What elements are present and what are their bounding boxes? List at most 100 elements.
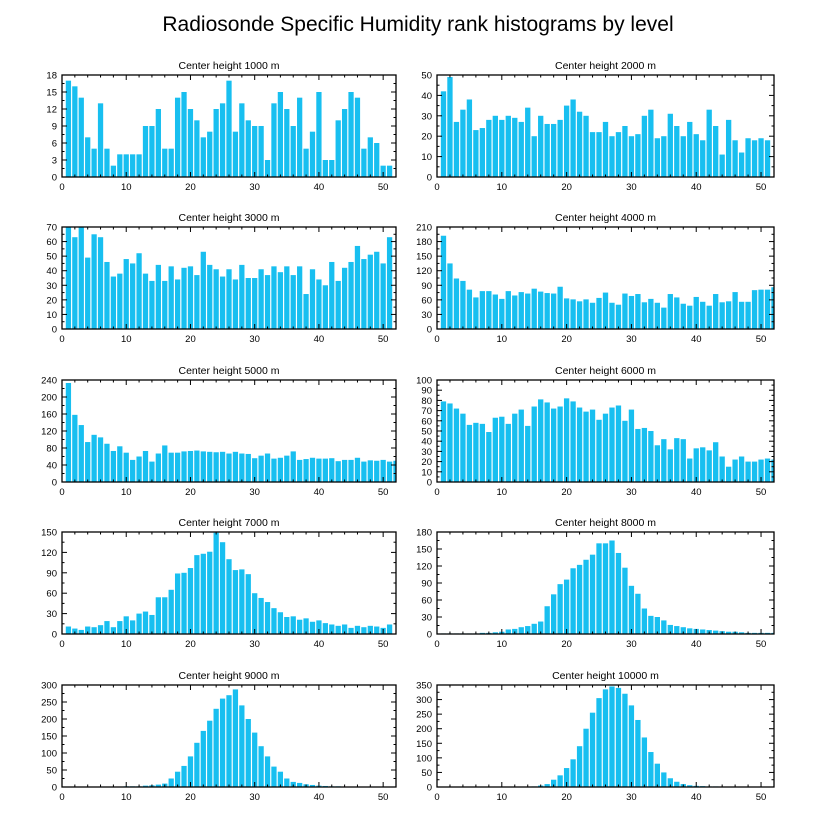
histogram-bar bbox=[78, 227, 84, 329]
histogram-bar bbox=[687, 458, 693, 482]
x-tick-label: 30 bbox=[249, 334, 260, 345]
x-tick-label: 50 bbox=[756, 639, 767, 650]
histogram-bar bbox=[713, 442, 719, 482]
histogram-bar bbox=[226, 453, 232, 482]
histogram-bar bbox=[264, 453, 271, 482]
histogram-bar bbox=[615, 132, 622, 177]
histogram-bar bbox=[181, 451, 187, 482]
histogram-bar bbox=[538, 115, 544, 177]
histogram-bar bbox=[348, 627, 354, 634]
x-tick-label: 30 bbox=[626, 182, 637, 193]
histogram-bar bbox=[316, 458, 322, 482]
histogram-bar bbox=[674, 781, 680, 787]
histogram-bar bbox=[174, 279, 181, 329]
histogram-bar bbox=[329, 458, 335, 482]
histogram-bar bbox=[168, 452, 174, 482]
histogram-bar bbox=[693, 296, 699, 329]
histogram-bar bbox=[284, 455, 290, 482]
histogram-bar bbox=[550, 408, 557, 482]
x-tick-label: 50 bbox=[756, 792, 767, 803]
histogram-bar bbox=[738, 301, 745, 329]
y-tick-label: 6 bbox=[52, 139, 57, 150]
histogram-bar bbox=[239, 103, 245, 177]
histogram-bar bbox=[271, 266, 277, 329]
histogram-bar bbox=[97, 237, 104, 329]
histogram-bar bbox=[667, 778, 673, 787]
histogram-bar bbox=[149, 461, 155, 482]
histogram-bar bbox=[380, 165, 386, 177]
histogram-bar bbox=[706, 305, 712, 329]
histogram-bar bbox=[277, 272, 284, 329]
histogram-panel: Center height 3000 m 0 10 20 30 40 50 0 10 20 30 40… bbox=[46, 212, 397, 345]
histogram-bar bbox=[207, 720, 213, 787]
x-tick-label: 20 bbox=[561, 334, 572, 345]
histogram-bar bbox=[667, 624, 673, 634]
histogram-bar bbox=[654, 138, 661, 177]
histogram-bar bbox=[596, 132, 602, 177]
x-tick-label: 20 bbox=[561, 639, 572, 650]
histogram-bar bbox=[322, 458, 328, 482]
panel-title: Center height 6000 m bbox=[555, 365, 656, 377]
histogram-bar bbox=[538, 621, 544, 634]
histogram-bar bbox=[525, 293, 531, 329]
histogram-bar bbox=[187, 450, 194, 482]
histogram-panel: Center height 8000 m 0 10 20 30 40 50 0 30 60 90 12… bbox=[416, 517, 775, 650]
histogram-bar bbox=[142, 126, 149, 177]
histogram-bar bbox=[219, 276, 226, 329]
histogram-bar bbox=[200, 137, 206, 177]
histogram-bar bbox=[258, 126, 264, 177]
histogram-bar bbox=[589, 132, 596, 177]
histogram-bar bbox=[130, 620, 136, 634]
histogram-bar bbox=[91, 627, 97, 634]
histogram-bar bbox=[596, 543, 602, 634]
histogram-bar bbox=[654, 302, 661, 329]
histogram-bar bbox=[589, 712, 596, 787]
histogram-bar bbox=[596, 297, 602, 329]
histogram-bar bbox=[72, 237, 78, 329]
histogram-bar bbox=[136, 253, 142, 329]
histogram-bar bbox=[732, 140, 738, 177]
panel-title: Center height 9000 m bbox=[179, 670, 280, 682]
histogram-bar bbox=[576, 564, 583, 634]
histogram-bar bbox=[277, 612, 284, 634]
histogram-bar bbox=[85, 626, 91, 634]
histogram-bar bbox=[303, 459, 309, 482]
histogram-bar bbox=[654, 763, 661, 787]
histogram-bar bbox=[635, 134, 641, 177]
histogram-panel: Center height 9000 m 0 10 20 30 40 50 0 50 100 150… bbox=[41, 670, 397, 803]
histogram-bar bbox=[751, 290, 758, 329]
histogram-bar bbox=[674, 626, 680, 634]
histogram-bar bbox=[563, 579, 570, 634]
histogram-bar bbox=[700, 447, 706, 482]
histogram-bar bbox=[654, 445, 661, 482]
histogram-bar bbox=[303, 148, 309, 177]
histogram-bar bbox=[622, 420, 628, 482]
histogram-bar bbox=[162, 148, 168, 177]
histogram-bar bbox=[361, 259, 367, 329]
histogram-bar bbox=[316, 620, 322, 634]
x-tick-label: 50 bbox=[378, 792, 389, 803]
histogram-bar bbox=[232, 451, 239, 482]
histogram-bar bbox=[466, 424, 473, 482]
histogram-bar bbox=[309, 621, 316, 634]
histogram-bar bbox=[104, 443, 110, 482]
histogram-bar bbox=[570, 759, 576, 787]
histogram-bar bbox=[674, 126, 680, 177]
histogram-bar bbox=[544, 606, 550, 634]
histogram-panel: Center height 5000 m 0 10 20 30 40 50 0 40 80 120 1… bbox=[41, 365, 397, 498]
histogram-bar bbox=[615, 405, 622, 482]
y-tick-label: 50 bbox=[46, 766, 57, 777]
y-tick-label: 0 bbox=[427, 173, 432, 184]
histogram-bar bbox=[466, 99, 473, 177]
histogram-bar bbox=[155, 453, 161, 482]
y-tick-label: 120 bbox=[416, 562, 432, 573]
y-tick-label: 120 bbox=[41, 548, 57, 559]
histogram-bar bbox=[628, 136, 635, 177]
panel-title: Center height 4000 m bbox=[555, 212, 656, 224]
histogram-bar bbox=[252, 278, 258, 329]
histogram-bar bbox=[258, 269, 264, 329]
histogram-bar bbox=[207, 264, 213, 329]
figure-title: Radiosonde Specific Humidity rank histog… bbox=[162, 13, 673, 36]
histogram-bar bbox=[123, 259, 129, 329]
histogram-bar bbox=[745, 301, 751, 329]
